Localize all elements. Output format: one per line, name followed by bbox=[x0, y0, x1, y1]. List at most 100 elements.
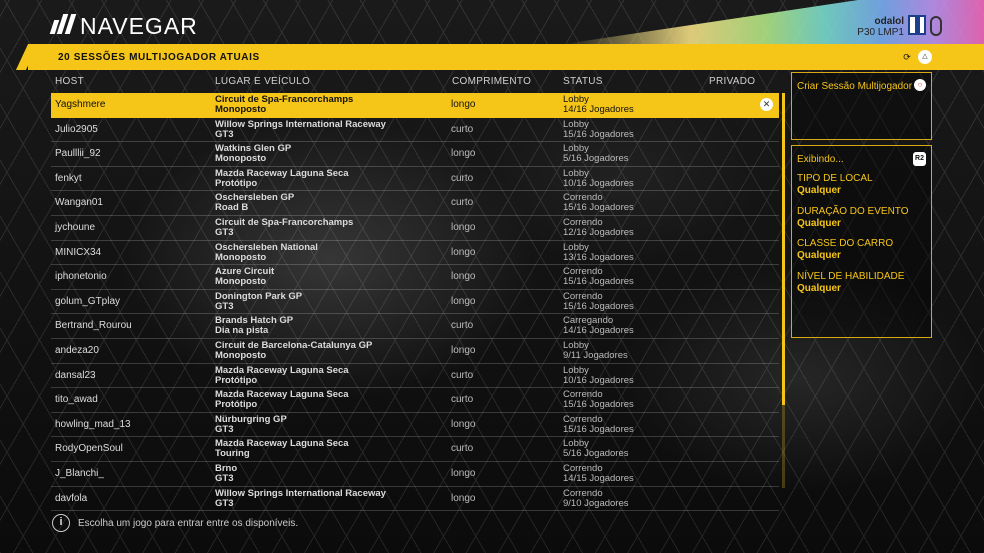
session-status-label: Lobby bbox=[563, 94, 589, 105]
session-row[interactable]: Wangan01 Oschersleben GP Road B curto Corren… bbox=[51, 191, 779, 216]
session-status-label: Carregando bbox=[563, 315, 614, 327]
session-track: Circuit de Spa-Francorchamps bbox=[215, 94, 354, 105]
session-row[interactable]: MINICX34 Oschersleben National Monoposto lo… bbox=[51, 241, 779, 266]
info-icon: i bbox=[52, 514, 70, 532]
flag-icon bbox=[908, 15, 926, 35]
session-status: Carregando 14/16 Jogadores bbox=[563, 316, 634, 340]
session-host: golum_GTplay bbox=[55, 295, 121, 307]
session-row[interactable]: howling_mad_13 Nürburgring GP GT3 longo Corr… bbox=[51, 413, 779, 438]
filter-skill-level[interactable]: NÍVEL DE HABILIDADE Qualquer bbox=[797, 271, 904, 295]
sessions-header: 20 SESSÕES MULTIJOGADOR ATUAIS ⟳ △ bbox=[28, 44, 984, 70]
session-length: longo bbox=[451, 246, 476, 258]
session-status: Lobby 10/16 Jogadores bbox=[563, 167, 634, 193]
session-players: 14/15 Jogadores bbox=[563, 472, 634, 484]
session-players: 15/16 Jogadores bbox=[563, 128, 634, 140]
session-players: 10/16 Jogadores bbox=[563, 177, 634, 189]
session-host: andeza20 bbox=[55, 344, 99, 356]
session-track: Mazda Raceway Laguna Seca bbox=[215, 389, 349, 401]
session-length: longo bbox=[451, 492, 476, 504]
session-status-label: Correndo bbox=[563, 192, 603, 204]
session-row[interactable]: fenkyt Mazda Raceway Laguna Seca Protótipo… bbox=[51, 167, 779, 192]
session-row[interactable]: iphonetonio Azure Circuit Monoposto longo Co… bbox=[51, 265, 779, 290]
session-status-label: Lobby bbox=[563, 339, 589, 351]
filter-value: Qualquer bbox=[797, 185, 841, 196]
session-row[interactable]: Paulllii_92 Watkins Glen GP Monoposto longo… bbox=[51, 142, 779, 167]
session-row[interactable]: golum_GTplay Donington Park GP GT3 longo Cor… bbox=[51, 290, 779, 315]
session-track-vehicle: Brands Hatch GP Dia na pista bbox=[215, 316, 293, 340]
session-row[interactable]: J_Blanchi_ Brno GT3 longo Correndo 14/15 Joga… bbox=[51, 462, 779, 487]
session-status-label: Lobby bbox=[563, 143, 589, 155]
filter-panel[interactable]: Exibindo... R2 TIPO DE LOCAL Qualquer DU… bbox=[791, 145, 932, 338]
column-private: PRIVADO bbox=[709, 76, 756, 87]
session-host: Wangan01 bbox=[55, 197, 103, 209]
refresh-icon[interactable]: ⟳ bbox=[903, 52, 911, 62]
session-row[interactable]: RodyOpenSoul Mazda Raceway Laguna Seca Tou… bbox=[51, 437, 779, 462]
user-info: odalol P30 LMP1 bbox=[857, 16, 904, 38]
session-status: Lobby 13/16 Jogadores bbox=[563, 242, 634, 267]
filter-label: TIPO DE LOCAL bbox=[797, 173, 873, 184]
session-vehicle: Monoposto bbox=[215, 349, 267, 361]
session-vehicle: Touring bbox=[215, 448, 250, 460]
session-row[interactable]: tito_awad Mazda Raceway Laguna Seca Protót… bbox=[51, 388, 779, 413]
session-track: Willow Springs International Raceway bbox=[215, 487, 386, 499]
column-status: STATUS bbox=[563, 76, 603, 87]
filter-value: Qualquer bbox=[797, 250, 841, 261]
session-row[interactable]: davfola Willow Springs International Race… bbox=[51, 487, 779, 512]
session-vehicle: GT3 bbox=[215, 300, 234, 312]
session-row[interactable]: Julio2905 Willow Springs International Ra… bbox=[51, 118, 779, 143]
session-status: Lobby 5/16 Jogadores bbox=[563, 439, 629, 463]
session-length: longo bbox=[451, 418, 476, 430]
top-bar: NAVEGAR odalol P30 LMP1 bbox=[0, 0, 984, 44]
session-row[interactable]: Bertrand_Rourou Brands Hatch GP Dia na pis… bbox=[51, 314, 779, 339]
session-status: Lobby 15/16 Jogadores bbox=[563, 119, 634, 144]
session-host: Yagshmere bbox=[55, 99, 106, 110]
scrollbar-thumb[interactable] bbox=[782, 93, 785, 405]
session-status: Lobby 10/16 Jogadores bbox=[563, 364, 634, 390]
filter-event-duration[interactable]: DURAÇÃO DO EVENTO Qualquer bbox=[797, 206, 909, 230]
session-status-label: Correndo bbox=[563, 487, 603, 499]
session-players: 14/16 Jogadores bbox=[563, 325, 634, 337]
session-row[interactable]: Yagshmere Circuit de Spa-Francorchamps Mon… bbox=[51, 93, 779, 118]
session-track-vehicle: Circuit de Spa-Francorchamps GT3 bbox=[215, 216, 354, 242]
session-length: longo bbox=[451, 148, 476, 160]
session-status: Correndo 15/16 Jogadores bbox=[563, 267, 634, 291]
session-players: 10/16 Jogadores bbox=[563, 374, 634, 386]
close-icon[interactable]: ✕ bbox=[760, 98, 773, 111]
session-vehicle: Dia na pista bbox=[215, 325, 269, 337]
session-track-vehicle: Mazda Raceway Laguna Seca Protótipo bbox=[215, 390, 349, 414]
filter-car-class[interactable]: CLASSE DO CARRO Qualquer bbox=[797, 238, 893, 262]
session-players: 15/16 Jogadores bbox=[563, 202, 634, 214]
session-track: Circuit de Spa-Francorchamps bbox=[215, 216, 354, 228]
session-vehicle: Monoposto bbox=[215, 104, 267, 115]
filter-label: DURAÇÃO DO EVENTO bbox=[797, 206, 909, 217]
create-session-button[interactable]: Criar Sessão Multijogador ○ bbox=[791, 72, 932, 140]
session-status: Correndo 15/16 Jogadores bbox=[563, 193, 634, 217]
session-host: howling_mad_13 bbox=[55, 418, 131, 430]
session-list: Yagshmere Circuit de Spa-Francorchamps Mon… bbox=[51, 93, 779, 512]
session-host: fenkyt bbox=[55, 172, 82, 184]
session-track: Watkins Glen GP bbox=[215, 143, 292, 155]
session-length: longo bbox=[451, 99, 476, 110]
session-track-vehicle: Willow Springs International Raceway GT3 bbox=[215, 119, 386, 144]
session-host: davfola bbox=[55, 492, 88, 504]
session-status: Correndo 15/16 Jogadores bbox=[563, 291, 634, 316]
session-host: dansal23 bbox=[55, 369, 96, 381]
r2-button-icon: R2 bbox=[913, 152, 926, 166]
session-row[interactable]: jychoune Circuit de Spa-Francorchamps GT3 l… bbox=[51, 216, 779, 241]
session-vehicle: GT3 bbox=[215, 472, 234, 484]
session-length: curto bbox=[451, 172, 474, 184]
session-length: curto bbox=[451, 320, 474, 332]
session-track-vehicle: Donington Park GP GT3 bbox=[215, 291, 302, 316]
session-row[interactable]: dansal23 Mazda Raceway Laguna Seca Protóti… bbox=[51, 364, 779, 389]
session-status: Lobby 9/11 Jogadores bbox=[563, 339, 628, 365]
session-track: Brands Hatch GP bbox=[215, 315, 294, 327]
circle-button-icon: ○ bbox=[914, 79, 926, 91]
session-status-label: Lobby bbox=[563, 167, 589, 179]
session-status-label: Lobby bbox=[563, 364, 589, 376]
session-row[interactable]: andeza20 Circuit de Barcelona-Catalunya G… bbox=[51, 339, 779, 364]
session-length: curto bbox=[451, 443, 474, 455]
triangle-button-icon[interactable]: △ bbox=[918, 50, 932, 64]
session-host: RodyOpenSoul bbox=[55, 443, 123, 455]
filter-location-type[interactable]: TIPO DE LOCAL Qualquer bbox=[797, 173, 873, 197]
